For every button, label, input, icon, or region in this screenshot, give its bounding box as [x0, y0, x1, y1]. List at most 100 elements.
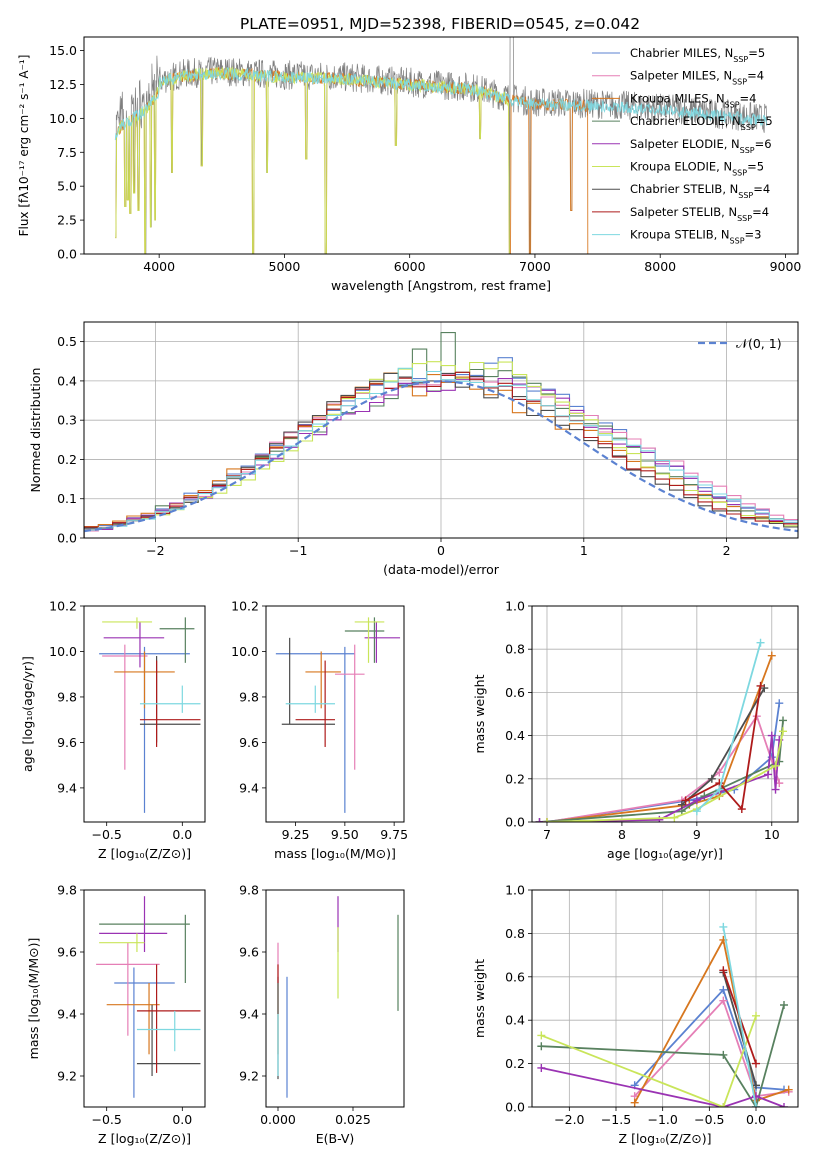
y-axis-label: Flux [fλ10⁻¹⁷ erg cm⁻² s⁻¹ A⁻¹] [17, 55, 31, 237]
y-tick-label: 0.3 [57, 413, 77, 428]
y-tick-label: 9.6 [57, 945, 77, 960]
weight-point [542, 818, 551, 822]
errorbar-kroupa-elodie [99, 933, 145, 952]
weight-point [537, 1042, 546, 1051]
legend: Chabrier MILES, NSSP=5 Salpeter MILES, NS… [592, 46, 773, 245]
y-tick-label: 1.0 [505, 883, 525, 898]
y-tick-label: 0.8 [505, 642, 525, 657]
errorbar-salpeter-miles [102, 644, 148, 770]
x-tick-label: 8000 [644, 259, 676, 274]
weight-point [752, 1103, 760, 1107]
weight-line [546, 714, 781, 822]
errorbar-salpeter-stelib [136, 964, 201, 1073]
plot-area [99, 617, 201, 813]
weight-series-salpeter-stelib [681, 681, 765, 814]
axes-frame [265, 889, 405, 1108]
axes: 4000 5000 6000 7000 8000 9000 0.0 2.5 5.0 7.5 10.0… [17, 36, 802, 293]
weight-point [707, 774, 716, 783]
x-tick-label: −0.5 [92, 827, 122, 842]
x-tick-label: 9.25 [282, 827, 310, 842]
x-tick-label: 7 [543, 827, 551, 842]
weight-point [779, 727, 788, 736]
weight-point [719, 996, 728, 1005]
x-tick-label: 0 [437, 543, 445, 558]
y-axis-label: mass weight [472, 674, 487, 753]
legend-entry: Salpeter MILES, NSSP=4 [630, 69, 764, 87]
y-tick-label: 9.6 [57, 735, 77, 750]
y-tick-label: 0.0 [57, 531, 77, 546]
axes: −0.5 0.0 9.2 9.4 9.6 9.8 Z [log₁₀(Z/Z⊙)] mass [… [26, 883, 206, 1146]
axes-frame [83, 889, 206, 1108]
legend-entry: Salpeter STELIB, NSSP=4 [630, 205, 769, 223]
plot-area [535, 638, 788, 822]
weight-point [719, 985, 728, 994]
x-axis-label: wavelength [Angstrom, rest frame] [331, 278, 551, 293]
y-tick-label: 0.0 [57, 247, 77, 262]
y-tick-label: 10.2 [231, 599, 259, 614]
weight-point [780, 1103, 788, 1107]
weight-point [537, 1063, 546, 1072]
model-spectrum-kroupa-elodie [115, 66, 510, 254]
x-tick-label: 4000 [143, 259, 175, 274]
x-tick-label: −1.5 [601, 1112, 631, 1127]
y-tick-label: 9.8 [57, 883, 77, 898]
axes: 9.25 9.50 9.75 9.4 9.6 9.8 10.0 10.2 mass [log₁₀… [231, 599, 408, 862]
axes-frame [83, 36, 799, 255]
hist-kroupa-stelib [84, 367, 798, 538]
weight-line [722, 926, 757, 1107]
weight-line [685, 685, 762, 812]
weight-line [541, 1067, 785, 1107]
x-tick-label: 5000 [269, 259, 301, 274]
weight-vs-metallicity-panel: −2.0 −1.5 −1.0 −0.5 0.0 0.0 0.2 0.4 0.6 0.8 1.0 Z [… [472, 883, 799, 1146]
x-tick-label: 8 [618, 827, 626, 842]
plot-area [96, 896, 201, 1098]
axes: −0.5 0.0 9.4 9.6 9.8 10.0 10.2 Z [log₁₀(Z/Z⊙)] a… [20, 599, 206, 861]
y-tick-label: 0.2 [505, 771, 525, 786]
errorbar-chabrier-elodie [159, 617, 195, 663]
weight-point [715, 768, 724, 777]
y-tick-label: 9.4 [239, 1007, 259, 1022]
errorbar-salpeter-miles [335, 644, 365, 770]
y-tick-label: 0.8 [505, 926, 525, 941]
y-tick-label: 9.4 [239, 780, 259, 795]
weight-point [719, 1103, 728, 1107]
errorbar-salpeter-miles [96, 942, 160, 1036]
weight-series-salpeter-miles [630, 996, 793, 1101]
weight-line [633, 937, 789, 1104]
y-tick-label: 0.0 [505, 815, 525, 830]
x-tick-label: 2 [723, 543, 731, 558]
x-axis-label: mass [log₁₀(M/M⊙)] [274, 846, 396, 861]
y-tick-label: 0.6 [505, 685, 525, 700]
weight-line [696, 642, 762, 812]
weight-point [677, 800, 686, 809]
axes-frame [531, 605, 799, 823]
mass-vs-ebv-panel: 0.000 0.025 9.2 9.4 9.6 9.8 E(B-V) [239, 883, 405, 1146]
errorbar-kroupa-miles [114, 651, 175, 709]
spectrum-panel: 4000 5000 6000 7000 8000 9000 0.0 2.5 5.0 7.5 10.0… [17, 36, 802, 293]
x-axis-label: Z [log₁₀(Z/Z⊙)] [98, 1131, 191, 1146]
y-tick-label: 0.4 [505, 728, 525, 743]
y-tick-label: 0.2 [57, 452, 77, 467]
age-vs-metallicity-panel: −0.5 0.0 9.4 9.6 9.8 10.0 10.2 Z [log₁₀(Z/Z⊙)] a… [20, 599, 206, 861]
weight-point [771, 761, 780, 770]
y-tick-label: 9.2 [239, 1069, 259, 1084]
weight-point [752, 1081, 760, 1090]
y-tick-label: 12.5 [49, 77, 77, 92]
weight-point [655, 815, 664, 822]
residual-histogram-panel: −2 −1 0 1 2 0.0 0.1 0.2 0.3 0.4 0.5 (data-model)/er… [28, 321, 799, 577]
weight-point [535, 818, 544, 822]
x-tick-label: 9000 [770, 259, 802, 274]
errorbar-salpeter-elodie [364, 621, 401, 663]
y-tick-label: 9.4 [57, 780, 77, 795]
errorbar-kroupa-stelib [285, 685, 335, 713]
age-vs-mass-panel: 9.25 9.50 9.75 9.4 9.6 9.8 10.0 10.2 mass [log₁₀… [231, 599, 408, 862]
x-tick-label: 6000 [394, 259, 426, 274]
errorbar-kroupa-miles [106, 983, 160, 1055]
weight-point [670, 813, 679, 822]
x-tick-label: 9.50 [331, 827, 359, 842]
weight-point [537, 1031, 546, 1040]
x-axis-label: Z [log₁₀(Z/Z⊙)] [619, 1131, 712, 1146]
y-tick-label: 9.6 [239, 735, 259, 750]
y-tick-label: 10.0 [49, 644, 77, 659]
y-tick-label: 10.2 [49, 599, 77, 614]
